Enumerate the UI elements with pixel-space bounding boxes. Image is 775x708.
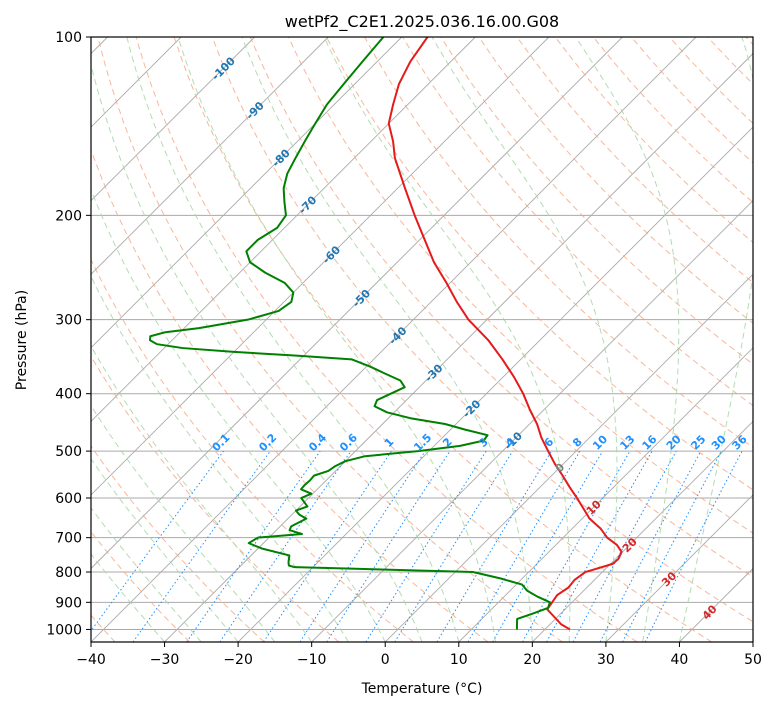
x-tick-label: 40 — [671, 652, 689, 668]
dry-adiabat-line — [97, 37, 563, 642]
x-axis-title: Temperature (°C) — [361, 681, 483, 697]
x-tick-label: −10 — [297, 652, 327, 668]
dry-adiabat-line — [173, 37, 713, 642]
isotherm-line — [91, 37, 403, 349]
mixing-ratio-line — [326, 450, 451, 642]
x-tick-label: 10 — [450, 652, 468, 668]
moist-adiabat-line — [126, 37, 460, 642]
isotherm-line — [237, 126, 753, 642]
y-tick-label: 600 — [55, 491, 82, 507]
y-axis-title: Pressure (hPa) — [14, 290, 30, 390]
isotherm-line — [458, 347, 753, 642]
isotherm-line — [605, 494, 753, 642]
isotherm-line — [384, 273, 753, 642]
moist-adiabat-line — [91, 275, 349, 642]
y-tick-label: 900 — [55, 595, 82, 611]
moist-adiabat-line — [177, 37, 497, 642]
temperature-profile-line — [387, 37, 623, 631]
isotherm-line — [532, 420, 753, 642]
moist-adiabat-line — [91, 188, 386, 642]
moist-adiabat-line — [91, 458, 239, 642]
y-tick-label: 400 — [55, 387, 82, 403]
profile-lines — [149, 37, 623, 631]
y-tick-label: 1000 — [46, 622, 82, 638]
moist-adiabat-line — [431, 37, 618, 642]
dry-adiabat-line — [91, 445, 265, 642]
isotherm-line — [164, 52, 753, 642]
dry-adiabat-line — [287, 37, 753, 534]
mixing-ratio-line — [219, 450, 352, 642]
moist-adiabat-line — [241, 37, 533, 642]
x-tick-label: −40 — [76, 652, 106, 668]
x-tick-label: 0 — [381, 652, 390, 668]
mixing-ratio-line — [394, 450, 514, 642]
y-tick-label: 800 — [55, 565, 82, 581]
isotherm-line — [91, 37, 255, 202]
y-tick-label: 500 — [55, 444, 82, 460]
mixing-ratio-line — [546, 450, 653, 642]
mixing-ratio-line — [91, 450, 224, 632]
x-tick-label: 30 — [597, 652, 615, 668]
x-tick-label: −20 — [223, 652, 253, 668]
x-tick-label: 50 — [744, 652, 762, 668]
mixing-ratio-line — [644, 450, 743, 642]
isotherm-line — [91, 37, 623, 570]
dry-adiabat-line — [249, 37, 753, 578]
y-tick-label: 200 — [55, 208, 82, 224]
mixing-ratio-line — [572, 450, 677, 642]
x-tick-label: −30 — [150, 652, 180, 668]
dry-adiabat-line — [211, 37, 753, 623]
dry-adiabat-line — [91, 258, 414, 642]
dry-adiabat-line — [91, 355, 340, 642]
moist-adiabat-line — [323, 37, 571, 642]
mixing-ratio-line — [186, 450, 321, 642]
mixing-ratio-line — [522, 450, 631, 642]
plot-frame — [90, 36, 754, 643]
moist-adiabat-line — [91, 62, 423, 642]
isotherm-line — [91, 37, 550, 496]
background-lines — [91, 37, 753, 642]
y-axis: 1000 900 800 700 600 500 400 300 200 100 — [46, 30, 91, 638]
dry-adiabat-line — [135, 37, 638, 642]
moist-adiabat-line — [575, 37, 680, 642]
y-tick-label: 700 — [55, 531, 82, 547]
chart-title: wetPf2_C2E1.2025.036.16.00.G08 — [285, 12, 559, 32]
mixing-ratio-line — [263, 450, 392, 642]
dewpoint-profile-line — [149, 37, 551, 630]
mixing-ratio-line — [132, 450, 271, 642]
x-tick-label: 20 — [523, 652, 541, 668]
isotherm-line — [91, 37, 329, 275]
mixing-ratio-line — [299, 450, 426, 642]
moist-adiabat-line — [91, 345, 313, 642]
y-tick-label: 300 — [55, 313, 82, 329]
dry-adiabat-line — [326, 37, 753, 491]
y-tick-label: 100 — [55, 30, 82, 46]
moist-adiabat-line — [91, 404, 276, 642]
isotherm-line — [91, 37, 476, 422]
x-axis: −40 −30 −20 −10 0 10 20 30 40 50 — [76, 642, 762, 668]
moist-adiabat-line — [678, 37, 753, 642]
